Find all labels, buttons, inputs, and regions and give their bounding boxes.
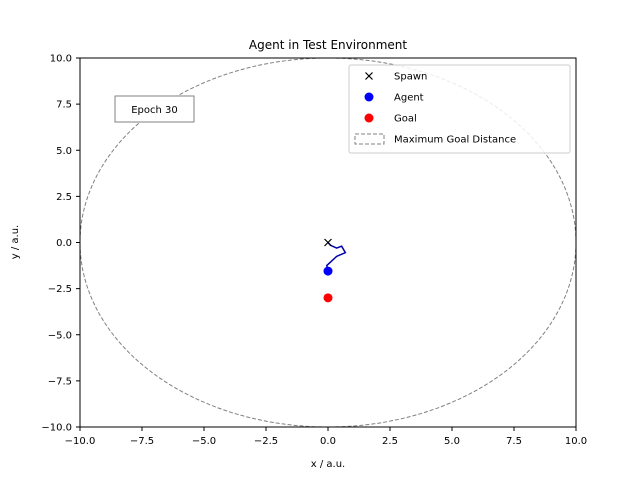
x-tick-label: −7.5 — [130, 436, 154, 447]
agent-marker — [323, 266, 333, 276]
legend-label: Agent — [394, 93, 424, 104]
y-tick-label: −7.5 — [48, 376, 72, 387]
legend-entry: Agent — [364, 92, 424, 104]
x-tick-label: 10.0 — [565, 436, 587, 447]
legend-swatch — [365, 72, 373, 80]
legend-box — [348, 64, 571, 154]
x-tick-label: −5.0 — [192, 436, 216, 447]
legend-label: Spawn — [394, 72, 427, 83]
chart-title: Agent in Test Environment — [249, 38, 407, 52]
x-tick-label: 5.0 — [444, 436, 460, 447]
y-axis-label: y / a.u. — [10, 225, 21, 259]
epoch-annotation-box — [114, 95, 195, 123]
x-axis: −10.0 −7.5 −5.0 −2.5 0.0 2.5 5.0 7.5 10.0 — [65, 427, 587, 447]
legend: Spawn Agent Goal Maximum Goal Distance — [348, 64, 571, 154]
legend-swatch — [364, 113, 374, 123]
legend-swatch — [364, 92, 374, 102]
agent-trajectory — [325, 241, 347, 272]
y-tick-label: 5.0 — [56, 146, 72, 157]
y-tick-label: −10.0 — [41, 423, 72, 434]
epoch-annotation-text: Epoch 30 — [131, 105, 178, 116]
x-tick-label: 7.5 — [506, 436, 522, 447]
y-tick-label: −2.5 — [48, 284, 72, 295]
legend-entry: Goal — [364, 113, 417, 125]
legend-entry: Spawn — [365, 72, 427, 83]
y-tick-label: 0.0 — [56, 238, 72, 249]
y-tick-label: 7.5 — [56, 100, 72, 111]
y-axis: −10.0 −7.5 −5.0 −2.5 0.0 2.5 5.0 7.5 10.0 — [41, 54, 80, 434]
x-tick-label: −2.5 — [254, 436, 278, 447]
x-axis-label: x / a.u. — [311, 459, 345, 470]
y-tick-label: 10.0 — [50, 54, 72, 65]
x-tick-label: 2.5 — [382, 436, 398, 447]
plot-area — [80, 58, 576, 427]
legend-label: Goal — [394, 114, 417, 125]
goal-marker — [323, 293, 333, 303]
x-tick-label: 0.0 — [320, 436, 336, 447]
epoch-annotation: Epoch 30 — [114, 95, 195, 123]
y-tick-label: 2.5 — [56, 192, 72, 203]
legend-label: Maximum Goal Distance — [394, 135, 516, 146]
x-tick-label: −10.0 — [65, 436, 96, 447]
spawn-marker — [324, 238, 332, 247]
legend-swatch — [354, 133, 385, 145]
legend-entry: Maximum Goal Distance — [354, 133, 516, 146]
y-tick-label: −5.0 — [48, 330, 72, 341]
